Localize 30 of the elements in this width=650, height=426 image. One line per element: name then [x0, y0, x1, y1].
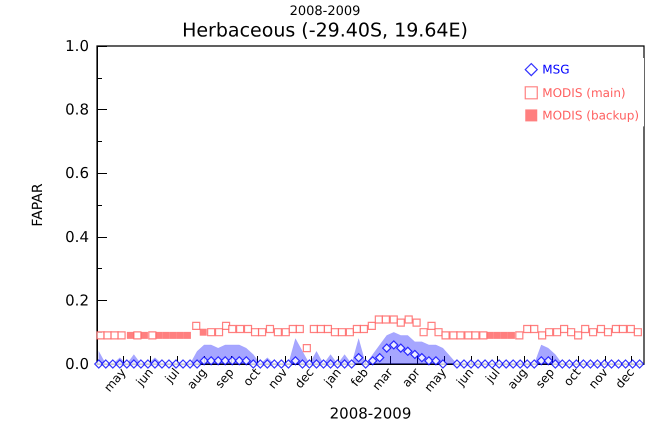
x-tick-label: oct — [240, 365, 264, 389]
x-tick-label: nov — [265, 366, 290, 392]
x-tick-label: sep — [212, 366, 237, 391]
legend-label: MODIS (backup) — [542, 108, 640, 122]
x-tick-label: oct — [560, 365, 584, 389]
x-tick-label: jan — [320, 366, 344, 390]
x-axis-title: 2008-2009 — [330, 404, 412, 422]
y-tick-label: 0.8 — [65, 100, 89, 119]
x-tick-label: feb — [348, 366, 372, 390]
x-tick-label: dec — [612, 366, 638, 392]
x-tick-label: jun — [453, 366, 476, 390]
y-tick-label: 0.2 — [65, 291, 89, 310]
legend-label: MSG — [542, 62, 570, 77]
y-tick-label: 1.0 — [65, 37, 89, 55]
y-tick-label: 0.6 — [65, 164, 89, 182]
x-tick-label: dec — [292, 366, 317, 392]
x-tick-label: nov — [586, 366, 611, 392]
y-axis-title: FAPAR — [30, 183, 46, 227]
x-tick-label: aug — [184, 366, 210, 392]
chart-subtitle: 2008-2009 — [290, 4, 360, 19]
x-tick-label: jul — [482, 366, 503, 386]
legend-label: MODIS (main) — [542, 86, 626, 100]
x-tick-label: jul — [162, 366, 182, 386]
x-tick-label: sep — [532, 366, 558, 391]
chart-title: Herbaceous (-29.40S, 19.64E) — [182, 20, 468, 42]
y-tick-label: 0.4 — [65, 228, 89, 246]
x-tick-label: apr — [399, 365, 423, 390]
x-tick-label: aug — [504, 366, 530, 392]
y-tick-label: 0.0 — [65, 355, 89, 373]
x-tick-label: jun — [132, 366, 156, 390]
